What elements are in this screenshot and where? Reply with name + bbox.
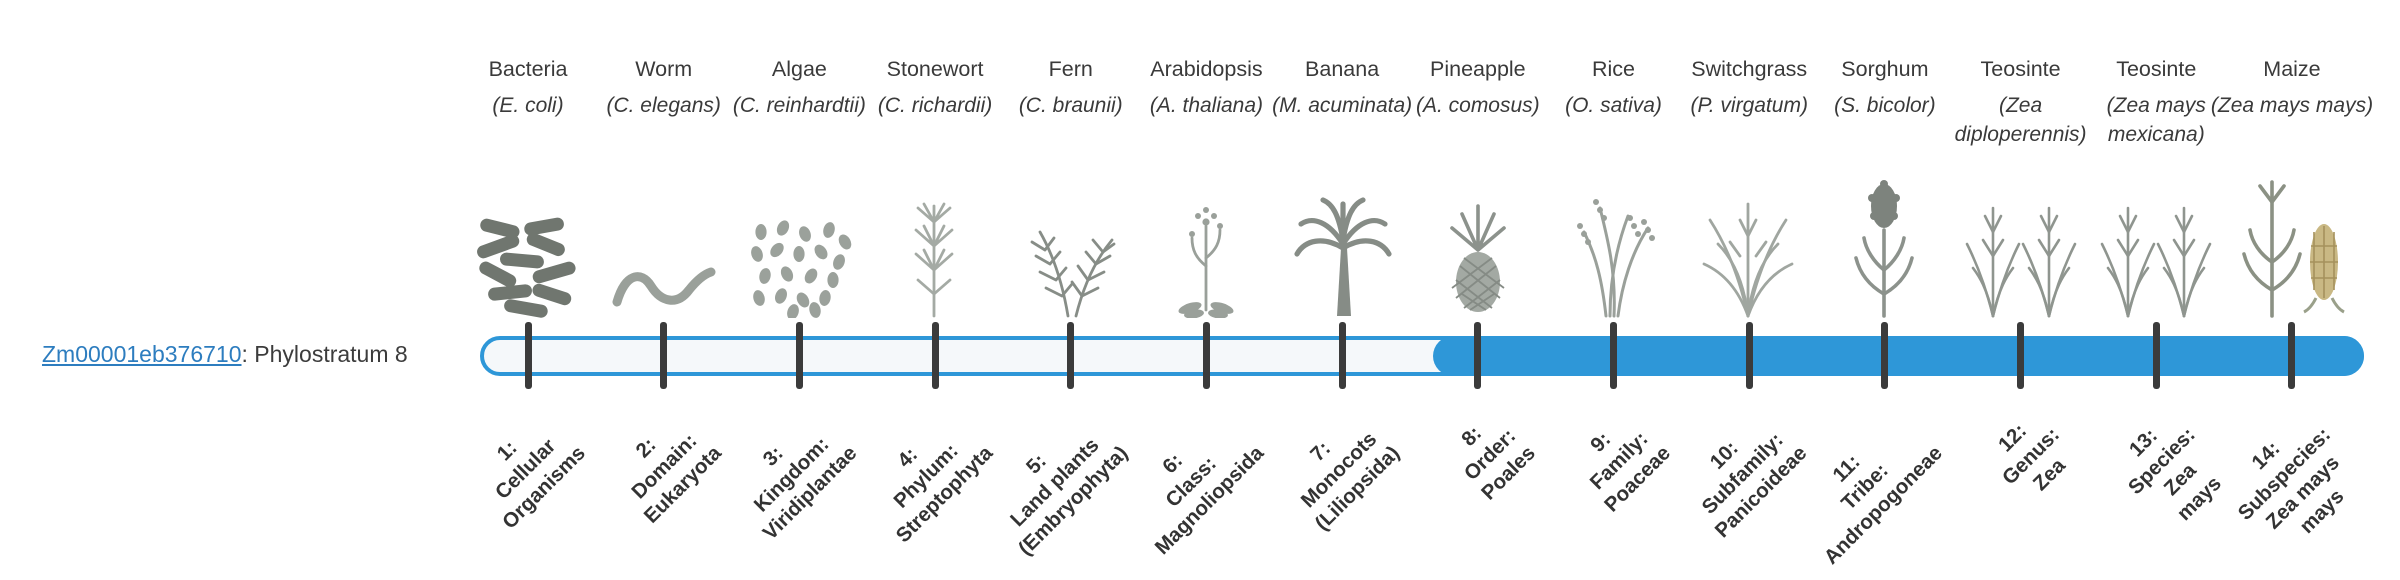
- maize-icon: [2232, 162, 2352, 318]
- phylostratum-tier-label: 1: Cellular Organisms: [490, 434, 591, 534]
- organism-common-name: Teosinte: [2116, 57, 2197, 81]
- organism-scientific-name: (C. richardii): [877, 94, 993, 117]
- organism-scientific-name: (E. coli): [492, 94, 564, 117]
- phylostratum-tier-label: 6: Class: Magnoliopsida: [1150, 441, 1269, 560]
- phylostratum-tick: [931, 322, 939, 389]
- stonewort-icon: [900, 162, 970, 318]
- organism-scientific-name: (Zea mays mexicana): [2106, 94, 2206, 146]
- phylostratum-tier-label: 2: Domain: Eukaryota: [626, 429, 726, 529]
- organism-scientific-name: (C. elegans): [606, 94, 721, 117]
- phylostratum-tick: [1610, 322, 1618, 389]
- phylostratum-tick: [1474, 322, 1482, 389]
- banana-icon: [1287, 162, 1397, 318]
- phylostratum-tick: [1338, 322, 1346, 389]
- organism-common-name: Sorghum: [1841, 57, 1929, 81]
- organism-column: Teosinte (Zea mays mexicana): [2071, 56, 2241, 318]
- organism-common-name: Switchgrass: [1691, 57, 1808, 81]
- organism-column: Pineapple (A. comosus): [1393, 56, 1563, 318]
- teosinte-icon: [2096, 162, 2216, 318]
- phylostratum-tier-label: 8: Order: Poales: [1456, 421, 1540, 505]
- organism-column: Switchgrass (P. virgatum): [1664, 56, 1834, 318]
- organism-scientific-name: (O. sativa): [1565, 94, 1662, 117]
- organism-scientific-name: (C. reinhardtii): [732, 94, 866, 117]
- phylostratum-bar-fill: [1433, 336, 2364, 376]
- organism-common-name: Teosinte: [1980, 57, 2061, 81]
- organism-column: Fern (C. braunii): [986, 56, 1156, 318]
- pineapple-icon: [1436, 162, 1520, 318]
- organism-scientific-name: (A. thaliana): [1149, 94, 1264, 117]
- organism-scientific-name: (Zea diploperennis): [1954, 94, 2087, 146]
- organism-scientific-name: (M. acuminata): [1272, 94, 1413, 117]
- switchgrass-icon: [1694, 162, 1804, 318]
- organism-scientific-name: (S. bicolor): [1834, 94, 1936, 117]
- organism-common-name: Arabidopsis: [1150, 57, 1263, 81]
- phylostratum-tick: [2152, 322, 2160, 389]
- sorghum-icon: [1840, 162, 1930, 318]
- phylostratum-tier-label: 13: Species: Zea mays: [2123, 423, 2226, 525]
- organism-common-name: Fern: [1048, 57, 1093, 81]
- organism-scientific-name: (Zea mays mays): [2210, 94, 2374, 117]
- phylostratum-tick: [1067, 322, 1075, 389]
- organism-common-name: Pineapple: [1430, 57, 1526, 81]
- algae-icon: [745, 162, 853, 318]
- rice-icon: [1564, 162, 1664, 318]
- phylostratum-tick: [1202, 322, 1210, 389]
- gene-phylostratum-text: : Phylostratum 8: [241, 341, 408, 367]
- gene-link[interactable]: Zm00001eb376710: [42, 341, 242, 367]
- phylostratum-tier-label: 9: Family: Poaceae: [1585, 427, 1676, 517]
- organism-common-name: Banana: [1305, 57, 1380, 81]
- organism-common-name: Rice: [1592, 57, 1636, 81]
- phylostratum-tier-label: 3: Kingdom: Viridiplantae: [749, 432, 862, 545]
- organism-common-name: Bacteria: [488, 57, 568, 81]
- organism-column: Rice (O. sativa): [1529, 56, 1699, 318]
- organism-column: Stonewort (C. richardii): [850, 56, 1020, 318]
- organism-column: Arabidopsis (A. thaliana): [1121, 56, 1291, 318]
- bacteria-icon: [472, 162, 584, 318]
- organism-column: Sorghum (S. bicolor): [1800, 56, 1970, 318]
- organism-column: Bacteria (E. coli): [443, 56, 613, 318]
- phylostratum-tier-label: 7: Monocots (Liliopsida): [1296, 427, 1405, 536]
- phylostratum-tier-label: 12: Genus: Zea: [1993, 419, 2071, 496]
- organism-scientific-name: (P. virgatum): [1690, 94, 1808, 117]
- organism-column: Worm (C. elegans): [579, 56, 749, 318]
- phylostratum-tier-label: 5: Land plants (Embryophyta): [1006, 433, 1133, 561]
- phylostratum-tick: [1881, 322, 1889, 389]
- teosinte-icon: [1961, 162, 2081, 318]
- organism-column: Maize (Zea mays mays): [2207, 56, 2377, 318]
- worm-icon: [609, 162, 719, 318]
- organism-column: Teosinte (Zea diploperennis): [1936, 56, 2106, 318]
- phylostratum-tier-label: 11: Tribe: Andropogoneae: [1819, 441, 1947, 570]
- gene-label: Zm00001eb376710: Phylostratum 8: [42, 341, 408, 368]
- organism-common-name: Stonewort: [886, 57, 984, 81]
- fern-icon: [1016, 162, 1126, 318]
- phylostratum-tick: [524, 322, 532, 389]
- organism-scientific-name: (C. braunii): [1018, 94, 1123, 117]
- phylostratum-tick: [2288, 322, 2296, 389]
- phylostratum-tick: [2017, 322, 2025, 389]
- phylostratum-tier-label: 14: Subspecies: Zea mays mays: [2233, 423, 2349, 538]
- organism-common-name: Maize: [2263, 57, 2321, 81]
- organism-column: Banana (M. acuminata): [1257, 56, 1427, 318]
- organism-common-name: Algae: [771, 57, 827, 81]
- organism-scientific-name: (A. comosus): [1415, 94, 1540, 117]
- phylostratum-tick: [795, 322, 803, 389]
- arabidopsis-icon: [1166, 162, 1246, 318]
- phylostratum-tick: [660, 322, 668, 389]
- phylostratum-tier-label: 4: Phylum: Streptophyta: [889, 439, 998, 548]
- phylostratum-bar: [480, 336, 2364, 376]
- phylostratum-tick: [1745, 322, 1753, 389]
- organism-column: Algae (C. reinhardtii): [714, 56, 884, 318]
- organism-common-name: Worm: [635, 57, 693, 81]
